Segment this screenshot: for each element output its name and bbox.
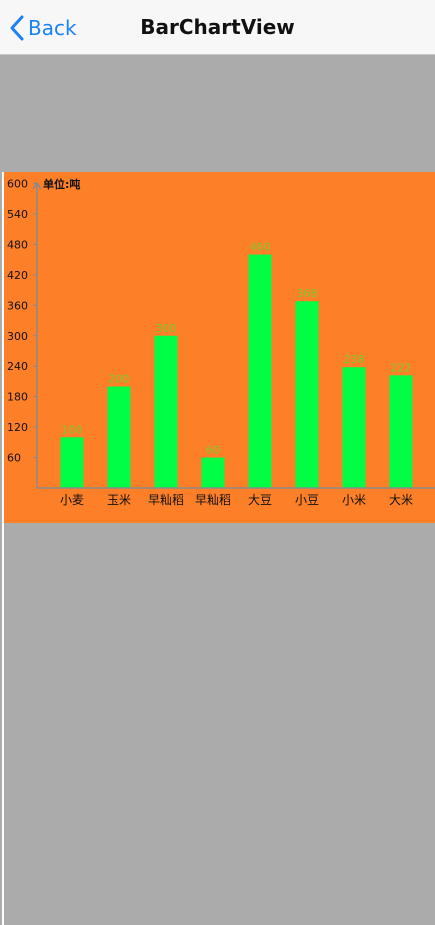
y-tick-label: 480 xyxy=(7,238,28,251)
y-tick-label: 600 xyxy=(7,178,28,191)
bar-chart-panel: 60 120 180 240 300 360 420 480 540 600 100 200 300 6… xyxy=(2,172,435,925)
bar xyxy=(107,386,131,488)
bar xyxy=(201,457,225,488)
bar-value-label: 222 xyxy=(391,361,412,374)
y-tick-label: 120 xyxy=(7,421,28,434)
bar xyxy=(389,375,413,488)
bar xyxy=(60,437,84,488)
x-tick-label: 大米 xyxy=(389,493,413,507)
x-tick-label: 早籼稻 xyxy=(195,493,231,507)
y-tick-label: 60 xyxy=(7,452,21,465)
bar-value-label: 368 xyxy=(297,287,318,300)
x-tick-label: 早籼稻 xyxy=(148,493,184,507)
value-labels: 100 200 300 60 460 368 238 222 xyxy=(62,241,412,457)
bars xyxy=(60,254,413,488)
bar-value-label: 460 xyxy=(250,241,271,254)
bar-value-label: 60 xyxy=(206,444,220,457)
bar-value-label: 100 xyxy=(62,423,83,436)
y-axis-arrow xyxy=(32,181,42,190)
y-tick-label: 360 xyxy=(7,299,28,312)
back-label: Back xyxy=(28,16,77,40)
y-axis-ticks: 60 120 180 240 300 360 420 480 540 600 xyxy=(7,178,37,465)
bar-value-label: 300 xyxy=(156,322,177,335)
x-tick-label: 大豆 xyxy=(248,493,272,507)
chevron-left-icon xyxy=(10,15,24,41)
unit-label: 单位:吨 xyxy=(43,177,80,191)
bar-value-label: 238 xyxy=(344,353,365,366)
y-tick-label: 180 xyxy=(7,391,28,404)
y-tick-label: 240 xyxy=(7,360,28,373)
bar xyxy=(154,335,178,488)
y-tick-label: 300 xyxy=(7,330,28,343)
x-tick-label: 小米 xyxy=(342,493,366,507)
bar xyxy=(295,301,319,488)
navigation-bar: Back BarChartView xyxy=(0,0,435,55)
back-button[interactable]: Back xyxy=(10,14,77,42)
y-tick-label: 540 xyxy=(7,208,28,221)
y-tick-label: 420 xyxy=(7,269,28,282)
x-tick-label: 小麦 xyxy=(60,493,84,507)
x-tick-label: 小豆 xyxy=(295,493,319,507)
page-title: BarChartView xyxy=(140,15,295,39)
x-tick-label: 玉米 xyxy=(107,493,131,507)
bar-value-label: 200 xyxy=(109,373,130,386)
bar xyxy=(248,254,272,488)
bar xyxy=(342,367,366,488)
x-axis-labels: 小麦 玉米 早籼稻 早籼稻 大豆 小豆 小米 大米 xyxy=(60,493,413,507)
